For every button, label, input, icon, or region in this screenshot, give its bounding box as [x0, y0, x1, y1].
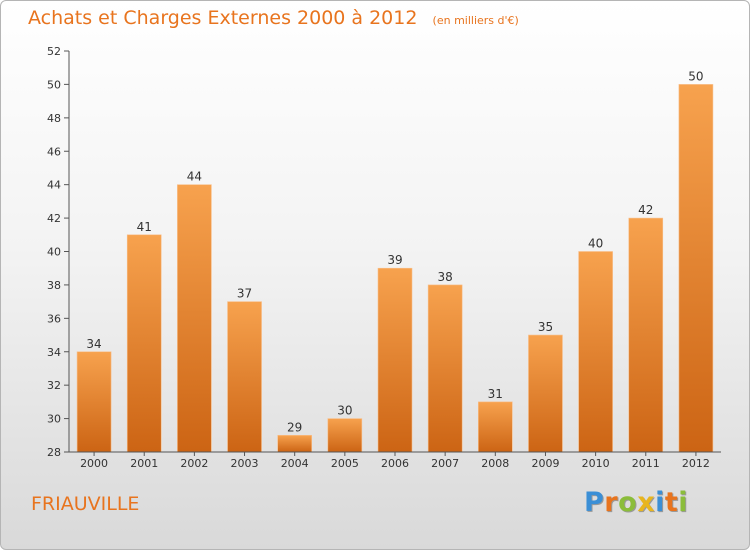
bar	[76, 351, 112, 453]
bar	[126, 234, 162, 453]
logo-letter: t	[664, 487, 679, 518]
bar-value-label: 31	[488, 387, 503, 401]
bar	[377, 267, 413, 453]
bar-value-label: 29	[287, 420, 302, 434]
bar-value-label: 35	[538, 320, 553, 334]
bar-value-label: 42	[638, 203, 653, 217]
bars: 34 41 44 37 29 30 39 38 31 35 40 42 50	[76, 69, 714, 453]
bar-value-label: 30	[337, 404, 352, 418]
title-row: Achats et Charges Externes 2000 à 2012 (…	[28, 7, 519, 29]
bar-value-label: 40	[588, 237, 603, 251]
y-tick-label: 50	[47, 78, 61, 91]
y-tick-label: 28	[47, 446, 61, 459]
x-tick-label: 2003	[231, 457, 259, 470]
proxiti-logo: Proxiti	[584, 487, 688, 518]
y-tick-label: 42	[47, 212, 61, 225]
logo-letter: i	[655, 487, 665, 518]
bar-value-label: 37	[237, 287, 252, 301]
logo-letter: P	[584, 487, 605, 518]
x-tick-label: 2008	[481, 457, 509, 470]
x-tick-label: 2009	[531, 457, 559, 470]
bar-value-label: 50	[688, 69, 703, 83]
y-tick-label: 44	[47, 179, 61, 192]
logo-letter: r	[604, 487, 619, 518]
bar	[177, 184, 212, 453]
y-tick-label: 34	[47, 346, 61, 359]
x-tick-label: 2005	[331, 457, 359, 470]
logo-letter: i	[678, 487, 689, 518]
y-tick-label: 36	[47, 312, 61, 325]
y-tick-label: 46	[47, 145, 61, 158]
x-axis: 2000 2001 2002 2003 2004 2005 2006 2007 2008 2009…	[69, 451, 721, 470]
x-tick-label: 2006	[381, 457, 409, 470]
bar	[227, 301, 262, 453]
x-tick-label: 2010	[582, 457, 610, 470]
logo-letter: o	[618, 487, 638, 518]
x-tick-label: 2000	[80, 457, 108, 470]
bar-value-label: 44	[187, 170, 202, 184]
y-tick-label: 52	[47, 45, 61, 58]
bar	[578, 251, 613, 453]
y-tick-label: 38	[47, 279, 61, 292]
bar	[277, 434, 312, 453]
x-tick-label: 2012	[682, 457, 710, 470]
y-tick-label: 40	[47, 246, 61, 259]
bar	[528, 334, 563, 453]
y-tick-label: 48	[47, 112, 61, 125]
y-axis: 28 30 32 34 36 38 40 42 44 46 48 50 52	[47, 45, 70, 459]
chart-unit-note: (en milliers d'€)	[432, 14, 519, 27]
bar	[628, 217, 664, 453]
commune-name: FRIAUVILLE	[31, 493, 140, 515]
bar-value-label: 38	[438, 270, 453, 284]
x-tick-label: 2011	[632, 457, 660, 470]
x-tick-label: 2004	[281, 457, 309, 470]
logo-letter: x	[637, 487, 656, 518]
chart-title: Achats et Charges Externes 2000 à 2012	[28, 7, 418, 29]
bar-value-label: 34	[86, 337, 101, 351]
x-tick-label: 2001	[130, 457, 158, 470]
bar	[678, 84, 714, 453]
bar-value-label: 39	[387, 253, 402, 267]
bar	[327, 418, 363, 453]
y-tick-label: 30	[47, 413, 61, 426]
y-tick-label: 32	[47, 379, 61, 392]
x-tick-label: 2007	[431, 457, 459, 470]
bar	[478, 401, 513, 453]
x-tick-label: 2002	[180, 457, 208, 470]
bar-value-label: 41	[137, 220, 152, 234]
bar	[427, 284, 463, 453]
